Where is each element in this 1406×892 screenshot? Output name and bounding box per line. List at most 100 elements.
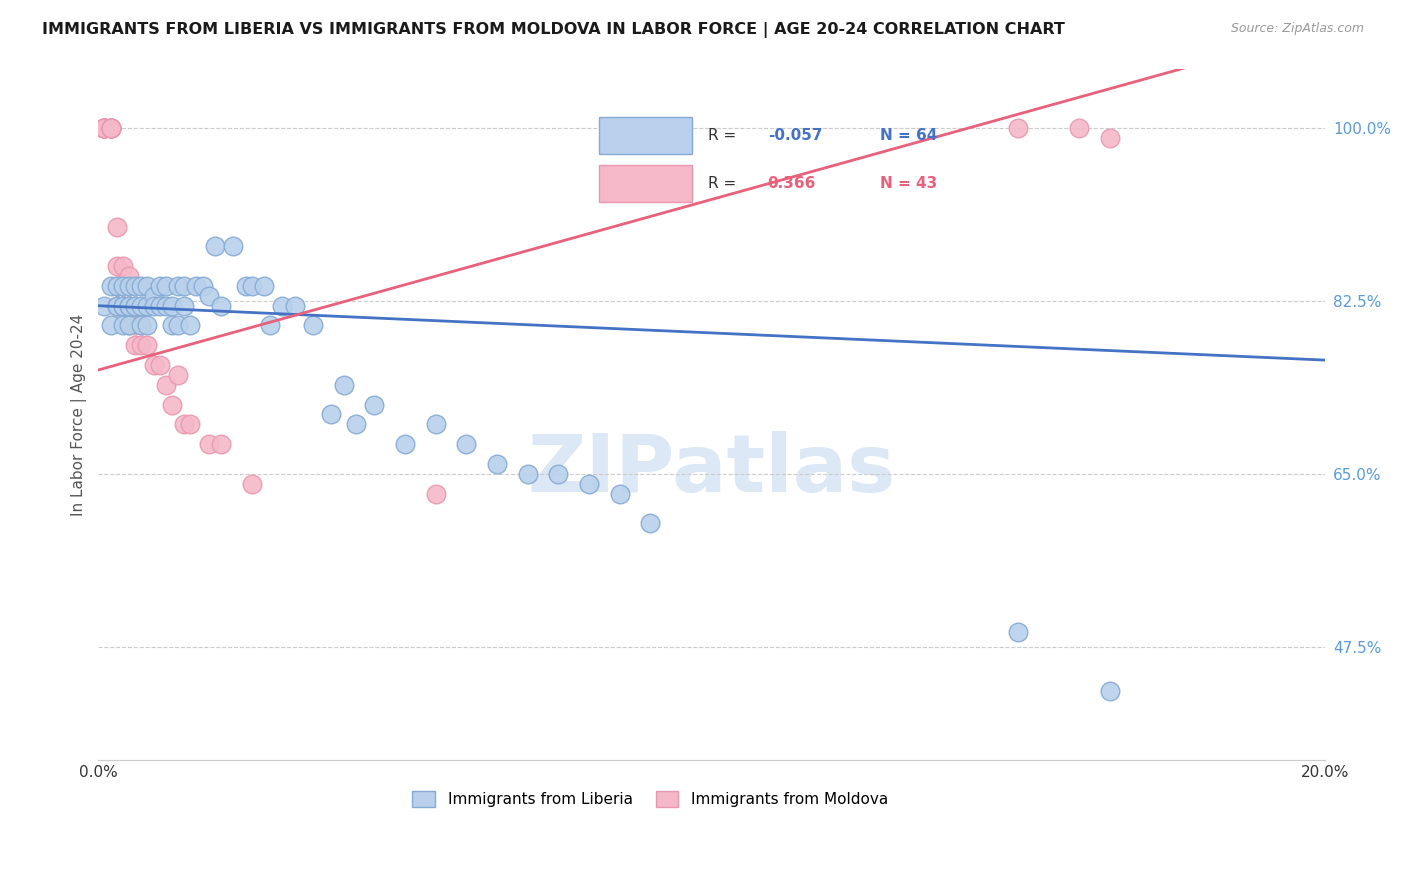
Point xyxy=(129,318,152,333)
Point xyxy=(142,299,165,313)
Point xyxy=(100,120,122,135)
Point xyxy=(93,120,115,135)
Point xyxy=(1007,624,1029,639)
Point xyxy=(209,437,232,451)
Point xyxy=(222,239,245,253)
Point xyxy=(124,318,146,333)
Point xyxy=(259,318,281,333)
Point xyxy=(271,299,294,313)
Point xyxy=(363,398,385,412)
Point xyxy=(609,486,631,500)
Point xyxy=(100,120,122,135)
Point xyxy=(136,279,159,293)
Point xyxy=(105,219,128,234)
Point xyxy=(173,299,195,313)
Point xyxy=(93,120,115,135)
Point xyxy=(160,398,183,412)
Point xyxy=(105,279,128,293)
Point xyxy=(179,318,201,333)
Point xyxy=(149,279,172,293)
Point xyxy=(332,377,354,392)
Point xyxy=(136,299,159,313)
Point xyxy=(204,239,226,253)
Point xyxy=(93,120,115,135)
Point xyxy=(118,299,141,313)
Point xyxy=(111,279,134,293)
Point xyxy=(578,476,600,491)
Point xyxy=(118,269,141,284)
Point xyxy=(240,476,263,491)
Point xyxy=(155,299,177,313)
Point xyxy=(124,279,146,293)
Point xyxy=(124,299,146,313)
Point xyxy=(93,120,115,135)
Point xyxy=(142,289,165,303)
Point xyxy=(136,338,159,352)
Point xyxy=(93,120,115,135)
Legend: Immigrants from Liberia, Immigrants from Moldova: Immigrants from Liberia, Immigrants from… xyxy=(405,784,896,815)
Point xyxy=(100,318,122,333)
Point xyxy=(516,467,538,481)
Point xyxy=(111,318,134,333)
Point xyxy=(167,318,190,333)
Point xyxy=(1007,120,1029,135)
Point xyxy=(197,289,219,303)
Point xyxy=(129,279,152,293)
Point xyxy=(302,318,325,333)
Point xyxy=(124,338,146,352)
Point xyxy=(179,417,201,432)
Point xyxy=(186,279,208,293)
Point xyxy=(111,259,134,273)
Point xyxy=(118,299,141,313)
Text: ZIPatlas: ZIPatlas xyxy=(527,431,896,508)
Point xyxy=(394,437,416,451)
Point xyxy=(100,120,122,135)
Point xyxy=(638,516,661,531)
Point xyxy=(167,279,190,293)
Point xyxy=(111,279,134,293)
Point xyxy=(173,279,195,293)
Point xyxy=(1099,130,1122,145)
Point xyxy=(149,299,172,313)
Point xyxy=(105,299,128,313)
Point xyxy=(160,318,183,333)
Point xyxy=(155,279,177,293)
Point xyxy=(100,120,122,135)
Point xyxy=(93,120,115,135)
Point xyxy=(425,417,447,432)
Point xyxy=(124,299,146,313)
Point xyxy=(129,338,152,352)
Point xyxy=(1099,684,1122,698)
Point xyxy=(235,279,257,293)
Point xyxy=(167,368,190,382)
Point xyxy=(93,299,115,313)
Point xyxy=(118,318,141,333)
Point xyxy=(209,299,232,313)
Point xyxy=(191,279,214,293)
Point xyxy=(284,299,307,313)
Point xyxy=(105,299,128,313)
Point xyxy=(93,120,115,135)
Point xyxy=(456,437,478,451)
Point xyxy=(173,417,195,432)
Point xyxy=(197,437,219,451)
Point xyxy=(149,358,172,372)
Point xyxy=(100,120,122,135)
Y-axis label: In Labor Force | Age 20-24: In Labor Force | Age 20-24 xyxy=(72,313,87,516)
Point xyxy=(105,259,128,273)
Point xyxy=(93,120,115,135)
Point xyxy=(111,299,134,313)
Point xyxy=(118,318,141,333)
Point xyxy=(118,299,141,313)
Point xyxy=(93,120,115,135)
Point xyxy=(111,299,134,313)
Point xyxy=(1069,120,1091,135)
Point xyxy=(129,299,152,313)
Point xyxy=(344,417,367,432)
Point xyxy=(240,279,263,293)
Point xyxy=(100,279,122,293)
Point xyxy=(485,457,508,471)
Point xyxy=(105,279,128,293)
Point xyxy=(129,318,152,333)
Point xyxy=(142,358,165,372)
